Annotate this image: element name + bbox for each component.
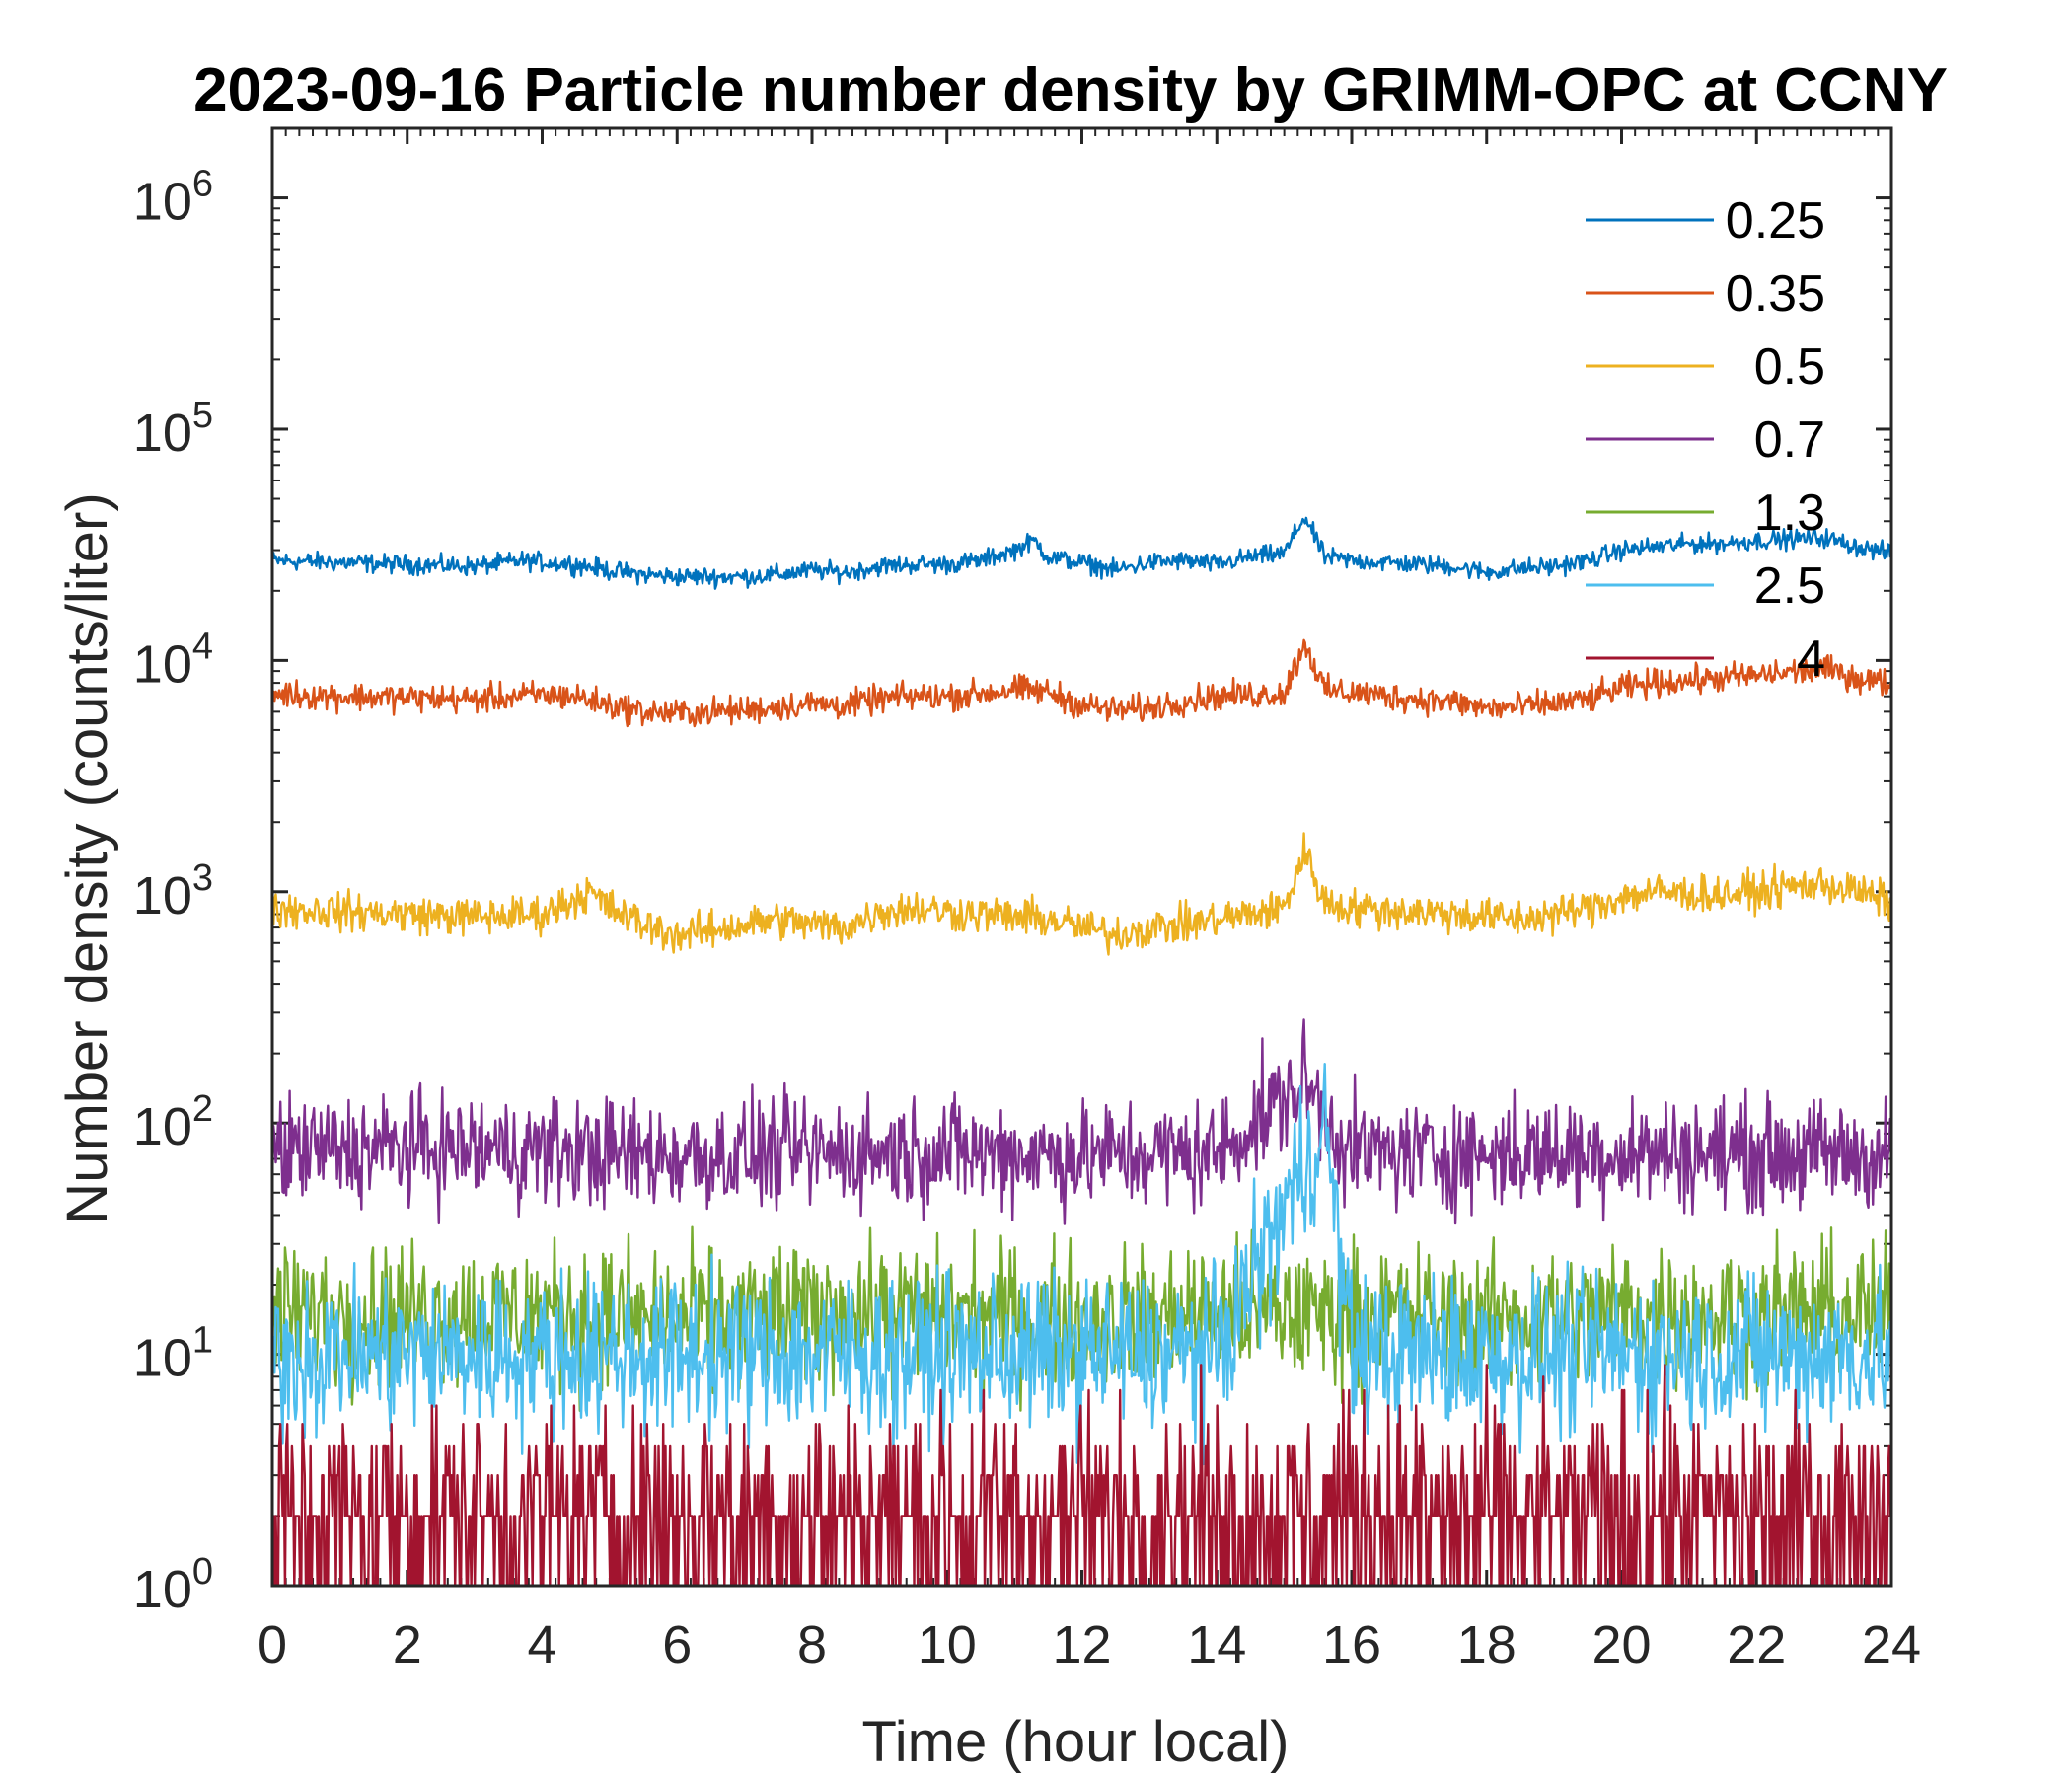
y-tick-label: 104 [133,626,213,694]
x-tick-label: 8 [797,1615,827,1674]
x-tick-label: 18 [1457,1615,1517,1674]
chart-title: 2023-09-16 Particle number density by GR… [193,56,1948,124]
legend-label-4: 4 [1797,630,1825,688]
axes-box [270,126,1893,1588]
x-tick-label: 20 [1591,1615,1651,1674]
series-line-2.5 [270,1062,1893,1466]
x-tick-label: 12 [1052,1615,1111,1674]
x-tick-label: 0 [258,1615,287,1674]
x-tick-label: 24 [1862,1615,1921,1674]
x-tick-label: 2 [393,1615,422,1674]
legend-label-0.5: 0.5 [1754,338,1825,396]
series-line-4 [272,1364,1892,1588]
x-tick-label: 14 [1187,1615,1246,1674]
x-tick-label: 10 [918,1615,977,1674]
x-tick-label: 4 [527,1615,556,1674]
y-tick-label: 100 [133,1551,213,1619]
legend-label-2.5: 2.5 [1754,557,1825,615]
series-line-0.25 [270,516,1893,590]
series-line-0.35 [271,638,1893,728]
series-line-0.7 [270,1018,1893,1225]
series-layer [270,516,1893,1588]
y-tick-label: 102 [133,1088,213,1156]
legend-label-0.7: 0.7 [1754,411,1825,469]
legend-label-1.3: 1.3 [1754,484,1825,542]
legend-label-0.35: 0.35 [1726,265,1825,323]
x-tick-label: 22 [1727,1615,1786,1674]
y-tick-label: 103 [133,857,213,925]
x-tick-label: 6 [662,1615,692,1674]
y-tick-label: 101 [133,1320,213,1388]
tick-labels: 0 2 4 6 8 10 12 14 16 18 20 22 241001011021031041051… [133,164,1921,1674]
legend-label-0.25: 0.25 [1726,192,1825,250]
y-tick-label: 105 [133,395,213,463]
y-tick-label: 106 [133,164,213,232]
legend: 0.25 0.35 0.5 0.7 1.3 2.5 4 [1586,192,1825,688]
y-axis-label: Number density (counts/liter) [55,492,119,1223]
x-tick-label: 16 [1322,1615,1381,1674]
series-line-0.5 [270,832,1892,956]
x-axis-label: Time (hour local) [862,1710,1290,1774]
